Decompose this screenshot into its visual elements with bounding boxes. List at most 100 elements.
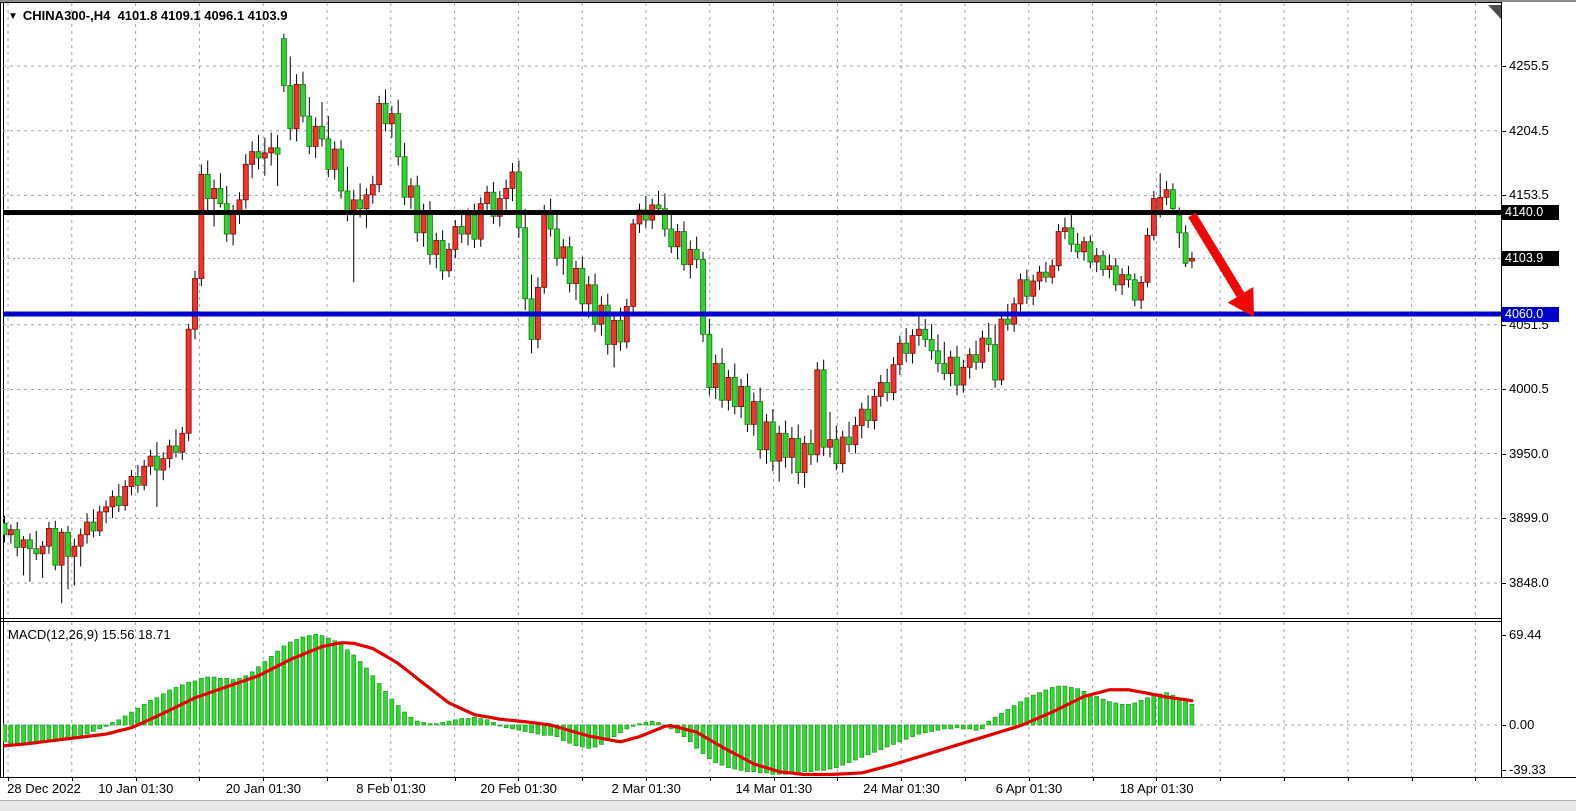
- macd-histogram-bar: [941, 724, 947, 730]
- macd-histogram-bar: [59, 724, 64, 740]
- candle-body: [725, 377, 732, 401]
- candle-body: [458, 226, 465, 235]
- candle-body: [566, 246, 573, 284]
- macd-indicator-label: MACD(12,26,9) 15.56 18.71: [8, 627, 171, 642]
- candle-body: [446, 248, 452, 272]
- macd-histogram-bar: [192, 680, 198, 726]
- candle-body: [541, 213, 548, 288]
- macd-histogram-bar: [408, 716, 414, 726]
- axis-tick: [1501, 725, 1506, 726]
- candle-body: [712, 363, 719, 388]
- macd-histogram-bar: [567, 724, 572, 744]
- candle-body: [58, 531, 65, 566]
- macd-histogram-bar: [78, 724, 83, 736]
- candle-body: [896, 342, 903, 366]
- candle-body: [1138, 281, 1145, 301]
- candle-body: [1055, 231, 1062, 267]
- candle-body: [1081, 241, 1087, 253]
- macd-histogram-bar: [891, 724, 896, 745]
- macd-axis-label: -39.33: [1509, 762, 1546, 777]
- macd-histogram-bar: [745, 724, 750, 772]
- time-axis-tick: [1347, 777, 1349, 781]
- price-chart-area[interactable]: [3, 3, 1501, 619]
- candle-body: [26, 539, 33, 550]
- candle-body: [681, 231, 687, 265]
- candle-body: [1144, 234, 1151, 283]
- macd-histogram-bar: [897, 724, 903, 743]
- macd-histogram-bar: [1113, 702, 1119, 726]
- candle-body: [7, 529, 14, 536]
- macd-histogram-bar: [656, 722, 661, 726]
- macd-histogram-bar: [440, 722, 445, 726]
- candle-body: [769, 421, 776, 462]
- candle-body: [407, 185, 414, 198]
- candle-body: [757, 401, 764, 451]
- macd-histogram-bar: [1075, 688, 1080, 726]
- candle-body: [585, 284, 592, 305]
- candle-body: [985, 337, 992, 345]
- macd-histogram-bar: [878, 724, 884, 750]
- sell-arrow-shaft[interactable]: [1188, 212, 1245, 298]
- resistance-line[interactable]: [3, 210, 1501, 216]
- price-axis[interactable]: 4255.5 4204.5 4153.5 4051.5 4000.5 3950.0 3899…: [1501, 2, 1576, 777]
- candle-body: [395, 113, 402, 158]
- time-axis-tick: [263, 777, 265, 781]
- pane-separator[interactable]: [0, 618, 1501, 619]
- candle-body: [1163, 189, 1170, 198]
- candle-body: [1036, 271, 1043, 282]
- macd-histogram-bar: [370, 675, 376, 726]
- time-axis-tick: [71, 777, 73, 781]
- candle-body: [3, 522, 8, 536]
- chart-left-border-inner: [3, 3, 4, 777]
- macd-indicator-area[interactable]: [3, 622, 1501, 777]
- macd-histogram-bar: [167, 689, 172, 726]
- candle-body: [103, 506, 109, 513]
- macd-histogram-bar: [122, 715, 128, 726]
- candle-body: [122, 486, 129, 506]
- candle-body: [903, 342, 910, 354]
- price-badge: 4060.0: [1502, 306, 1559, 322]
- macd-histogram-bar: [776, 724, 782, 775]
- macd-histogram-bar: [395, 705, 401, 726]
- time-axis-label: 2 Mar 01:30: [611, 781, 681, 796]
- candle-body: [357, 199, 364, 210]
- candle-body: [471, 214, 478, 240]
- macd-histogram-bar: [148, 700, 153, 726]
- time-axis[interactable]: 28 Dec 2022 10 Jan 01:30 20 Jan 01:30 8 Feb…: [0, 777, 1576, 800]
- macd-histogram-bar: [916, 724, 922, 735]
- time-axis-tick: [1092, 777, 1094, 781]
- candle-body: [1023, 279, 1030, 297]
- candle-body: [255, 151, 262, 159]
- candle-body: [325, 138, 332, 170]
- price-axis-label: 4000.5: [1509, 381, 1549, 397]
- macd-histogram-bar: [630, 724, 636, 727]
- sell-arrow-head[interactable]: [1227, 287, 1254, 317]
- symbol-dropdown-icon[interactable]: ▼: [8, 11, 18, 22]
- price-badge: 4140.0: [1502, 205, 1559, 221]
- candle-body: [52, 528, 59, 566]
- candle-body: [388, 113, 395, 125]
- candle-body: [77, 534, 84, 547]
- macd-histogram-bar: [116, 719, 122, 726]
- axis-tick: [1501, 635, 1506, 636]
- candle-body: [147, 455, 154, 467]
- time-axis-label: 20 Feb 01:30: [480, 781, 557, 796]
- macd-histogram-bar: [243, 675, 249, 726]
- support-line[interactable]: [3, 311, 1501, 317]
- time-axis-tick: [773, 777, 775, 781]
- time-axis-tick: [8, 777, 9, 781]
- macd-histogram-bar: [1024, 697, 1030, 726]
- macd-histogram-bar: [1094, 696, 1099, 726]
- candle-body: [604, 304, 611, 345]
- macd-histogram-bar: [52, 724, 58, 741]
- candle-body: [465, 214, 471, 235]
- macd-histogram-bar: [821, 724, 826, 771]
- candle-body: [160, 458, 167, 471]
- macd-histogram-bar: [357, 661, 363, 726]
- candle-body: [839, 436, 846, 465]
- candle-body: [268, 147, 275, 154]
- candle-body: [1131, 279, 1138, 301]
- candle-body: [414, 185, 421, 234]
- macd-histogram-bar: [1037, 692, 1042, 726]
- macd-histogram-bar: [275, 650, 280, 726]
